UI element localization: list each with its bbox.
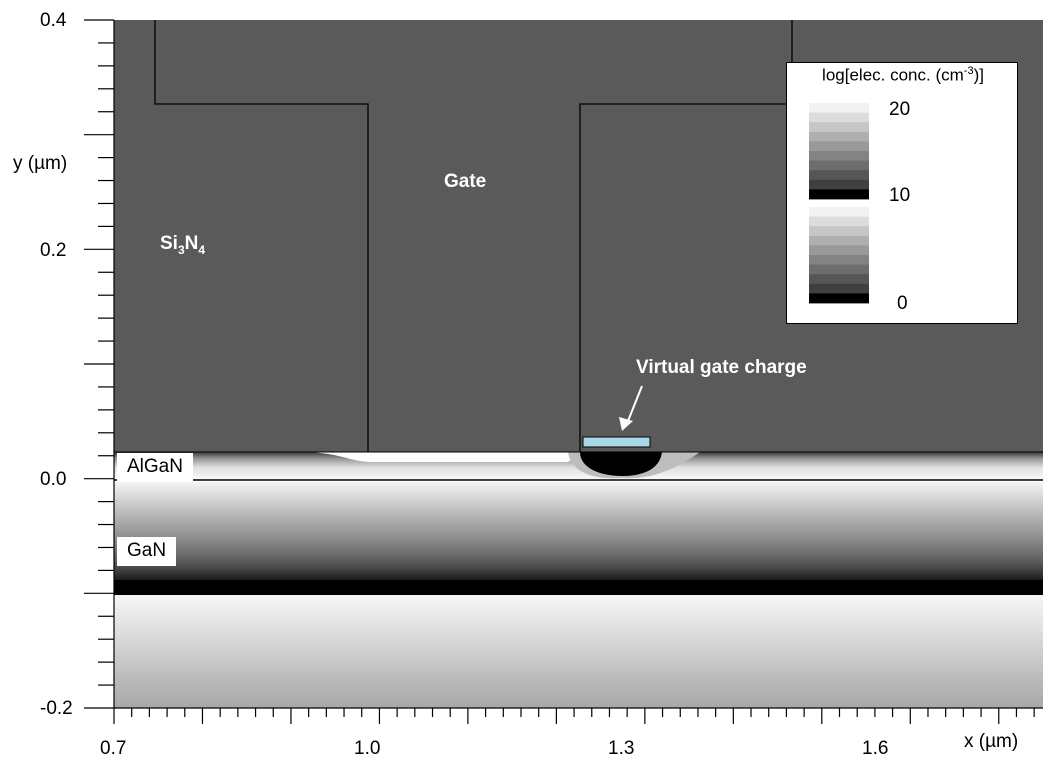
legend-band (809, 141, 869, 152)
legend-band (809, 264, 869, 275)
virtual-gate-charge-rect (582, 436, 651, 448)
x-tick-label-0.7: 0.7 (100, 738, 127, 759)
legend-band (809, 235, 869, 246)
legend-label-10: 10 (889, 185, 911, 206)
si3n4-label-n: N (184, 233, 199, 254)
gan-lower-gradient (114, 595, 1043, 708)
legend-band (809, 103, 869, 113)
axes (84, 19, 1043, 724)
legend-band (809, 255, 869, 265)
depletion-left (300, 452, 585, 462)
legend-colorbar (809, 103, 869, 304)
legend-label-0: 0 (897, 293, 908, 314)
legend-band (809, 179, 869, 190)
legend: log[elec. conc. (cm-3)] 20 10 0 (786, 62, 1018, 324)
annotation-arrowhead (619, 417, 633, 431)
legend-title-main: log[elec. conc. (cm (822, 65, 964, 85)
legend-band (809, 293, 869, 304)
legend-band (809, 245, 869, 256)
algan-label: AlGaN (117, 453, 193, 482)
y-tick-label-0.2: 0.2 (40, 240, 67, 261)
legend-band (809, 207, 869, 217)
y-axis-label: y (µm) (13, 153, 68, 174)
legend-band (809, 122, 869, 133)
si3n4-label-sub1: 3 (177, 242, 185, 257)
x-axis-label: x (µm) (964, 731, 1019, 752)
virtual-gate-charge-label: Virtual gate charge (636, 357, 807, 378)
si3n4-label-sub2: 4 (198, 242, 206, 257)
legend-label-20: 20 (889, 99, 911, 120)
gate-label: Gate (444, 171, 487, 192)
legend-band (809, 216, 869, 227)
legend-band (809, 283, 869, 294)
x-tick-label-1.6: 1.6 (862, 738, 889, 759)
x-tick-label-1.0: 1.0 (354, 738, 381, 759)
legend-title-end: )] (973, 65, 984, 85)
electron-channel (114, 580, 1043, 595)
y-tick-label-0.0: 0.0 (40, 469, 67, 490)
legend-band (809, 131, 869, 142)
legend-band (809, 112, 869, 123)
y-tick-label-0.4: 0.4 (40, 10, 67, 31)
legend-title: log[elec. conc. (cm-3)] (787, 65, 1019, 86)
legend-title-sup: -3 (963, 65, 974, 77)
y-tick-label-neg0.2: -0.2 (40, 698, 73, 719)
legend-band (809, 226, 869, 237)
annotation-arrow (625, 385, 643, 427)
legend-band (809, 160, 869, 171)
legend-band (809, 170, 869, 181)
gan-upper-gradient (114, 482, 1043, 580)
gan-label: GaN (117, 537, 177, 566)
depletion-right (580, 452, 662, 476)
legend-band (809, 189, 869, 200)
legend-band (809, 274, 869, 285)
si3n4-label: Si3N4 (160, 233, 205, 257)
x-tick-label-1.3: 1.3 (608, 738, 635, 759)
legend-band (809, 151, 869, 161)
si3n4-label-si: Si (160, 233, 178, 254)
